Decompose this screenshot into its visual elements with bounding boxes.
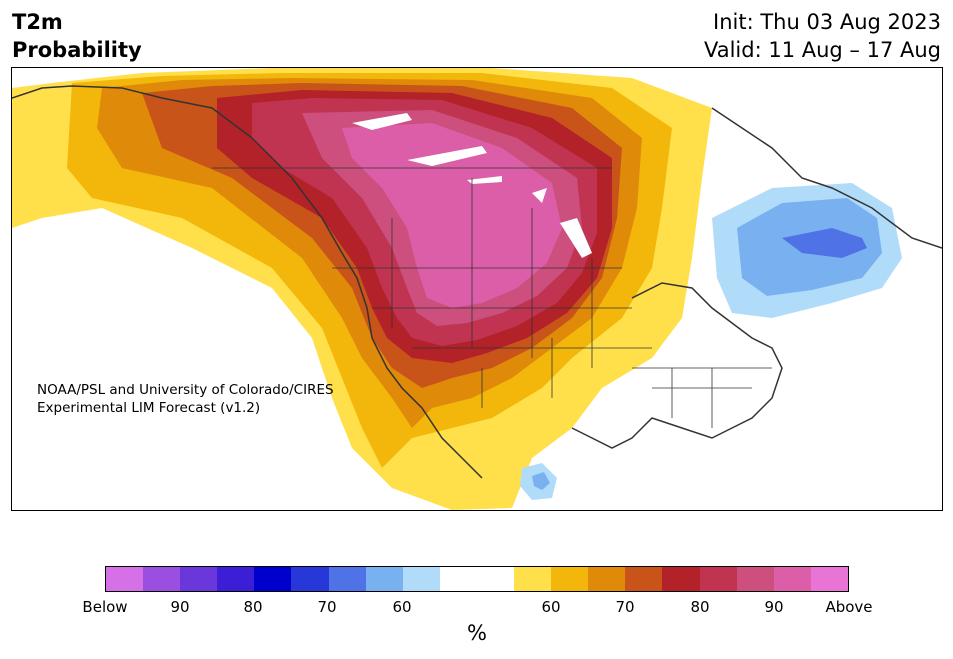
credit-line-2: Experimental LIM Forecast (v1.2): [37, 400, 261, 416]
colorbar-tick-label: 80: [690, 598, 710, 616]
coastline: [711, 107, 942, 249]
colorbar-tick-label: 90: [764, 598, 784, 616]
valid-range: Valid: 11 Aug – 17 Aug: [703, 38, 941, 62]
colorbar-cell: [365, 567, 403, 591]
colorbar-tick-label: 90: [170, 598, 190, 616]
colorbar-cell: [625, 567, 663, 591]
colorbar-cell: [439, 567, 477, 591]
colorbar-cell: [180, 567, 218, 591]
colorbar-cell: [291, 567, 329, 591]
colorbar-tick-label: 80: [243, 598, 263, 616]
colorbar-cell: [736, 567, 774, 591]
prob-band-80-below: [782, 228, 867, 258]
colorbar-cell: [402, 567, 440, 591]
map-credit: NOAA/PSL and University of Colorado/CIRE…: [37, 381, 334, 417]
colorbar-cell: [551, 567, 589, 591]
prob-band-70-below-south: [532, 472, 550, 490]
colorbar-cell: [810, 567, 848, 591]
colorbar-cell: [514, 567, 552, 591]
lake-shape: [560, 218, 592, 258]
colorbar-cell: [699, 567, 737, 591]
colorbar-tick-label: Above: [825, 598, 873, 616]
colorbar-cell: [254, 567, 292, 591]
colorbar-cell: [328, 567, 366, 591]
date-block: Init: Thu 03 Aug 2023 Valid: 11 Aug – 17…: [704, 8, 941, 64]
map-graphic: [12, 68, 942, 510]
init-date: Init: Thu 03 Aug 2023: [713, 10, 941, 34]
colorbar-cell: [773, 567, 811, 591]
colorbar-tick-label: 60: [392, 598, 412, 616]
coastline: [571, 282, 783, 449]
colorbar-cell: [662, 567, 700, 591]
title-variable: T2m: [12, 10, 63, 34]
title-type: Probability: [12, 38, 142, 62]
admin-borders: [212, 167, 772, 428]
coastline: [12, 85, 483, 479]
colorbar-unit: %: [467, 621, 487, 645]
colorbar-cell: [143, 567, 181, 591]
title-block: T2m Probability: [12, 8, 142, 64]
colorbar-tick-label: 70: [317, 598, 337, 616]
colorbar-cell: [476, 567, 515, 591]
credit-line-1: NOAA/PSL and University of Colorado/CIRE…: [37, 382, 334, 398]
colorbar-cell: [106, 567, 144, 591]
colorbar-cell: [217, 567, 255, 591]
lake-shape: [467, 176, 502, 184]
prob-band-95-above: [342, 123, 562, 308]
colorbar-cell: [588, 567, 626, 591]
lake-shape: [352, 113, 412, 130]
colorbar: [105, 566, 849, 592]
colorbar-tick-label: Below: [82, 598, 128, 616]
lake-shape: [407, 146, 487, 166]
forecast-map: [11, 67, 943, 511]
colorbar-tick-label: 60: [541, 598, 561, 616]
colorbar-tick-label: 70: [615, 598, 635, 616]
lake-shape: [532, 188, 547, 203]
